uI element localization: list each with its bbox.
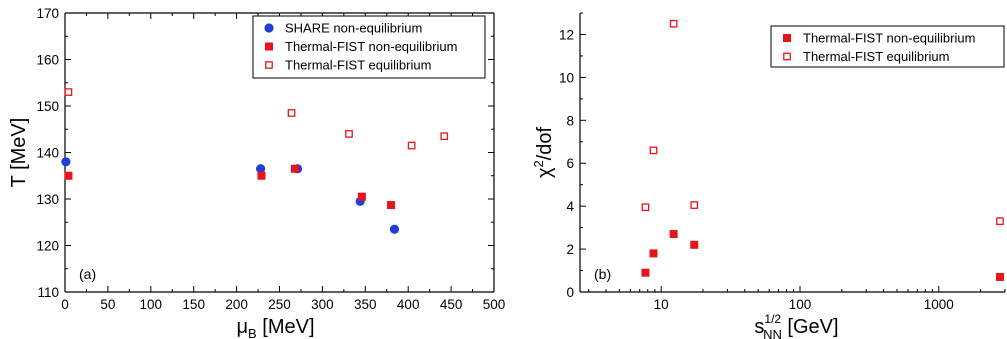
x-tick-label: 10 [654,297,669,312]
legend-marker [783,34,791,42]
y-axis-label: χ2/dof [531,127,556,179]
data-point [257,171,266,180]
data-point [64,88,73,96]
series-filled-square [641,230,1004,281]
y-tick-label: 6 [566,156,574,171]
x-tick-label: 50 [100,297,115,312]
x-axis-label: s1/2 NN [GeV] [754,312,838,339]
data-point [407,141,416,150]
data-point [440,132,449,141]
panel-label: (b) [594,266,611,282]
legend-entry: SHARE non-equilibrium [285,21,422,36]
x-tick-label: 450 [440,297,463,312]
x-tick-label: 1000 [924,297,954,312]
y-tick-label: 110 [37,285,59,300]
x-axis-label: μB [MeV] [237,316,315,339]
y-tick-label: 0 [566,285,574,300]
data-point [690,240,699,249]
series-open-square [64,88,449,150]
y-tick-label: 2 [566,242,574,257]
data-point [690,201,699,209]
y-tick-label: 140 [36,146,59,161]
legend-box [252,15,486,79]
legend-entry: Thermal-FIST equilibrium [803,49,949,64]
x-tick-label: 400 [397,297,420,312]
chart-panel-a: 110 120 130 140 150 160 170 0 50 100 150 200 250 300 3… [8,6,505,339]
y-tick-label: 160 [36,53,59,68]
x-tick-label: 200 [225,297,248,312]
y-tick-label: 12 [559,27,574,42]
data-point [256,164,266,174]
legend-entry: Thermal-FIST non-equilibrium [803,31,975,46]
data-point [64,171,73,180]
x-tick-label: 100 [789,297,812,312]
legend-marker [265,42,273,51]
data-point [669,230,678,239]
y-tick-label: 170 [36,6,59,21]
data-point [345,130,353,138]
data-point [61,157,71,167]
y-tick-label: 10 [559,70,574,85]
data-point [357,192,366,201]
x-tick-label: 500 [483,297,506,312]
legend: Thermal-FIST non-equilibrium Thermal-FIST… [770,25,1005,68]
x-tick-label: 300 [311,297,334,312]
series-filled-square [64,164,396,210]
data-point [641,203,650,212]
data-point [387,201,396,210]
chart-panel-b: 0 2 4 6 8 10 12 10 100 1000 χ2/dof s1/2 NN [GeV] (b) T… [531,12,1006,339]
x-tick-label: 250 [268,297,291,312]
series-open-square [641,19,1004,226]
y-axis-label: T [MeV] [8,118,30,188]
data-point [996,217,1004,226]
x-tick-label: 150 [182,297,205,312]
x-tick-label: 0 [61,297,69,312]
data-point [649,249,658,258]
data-point [290,164,299,173]
legend-marker [265,61,273,69]
x-tick-label: 350 [354,297,377,312]
panel-label: (a) [79,266,96,282]
legend: SHARE non-equilibrium Thermal-FIST non-eq… [252,15,486,79]
x-tick-label: 100 [140,297,163,312]
data-point [669,19,678,28]
data-point [649,146,658,155]
y-tick-label: 130 [36,192,59,207]
y-tick-label: 120 [36,239,59,254]
y-tick-label: 8 [566,113,574,128]
data-point [995,272,1004,281]
legend-box [770,25,1005,68]
y-tick-label: 4 [566,199,574,214]
legend-entry: Thermal-FIST equilibrium [285,58,431,73]
data-point [389,224,400,234]
y-tick-label: 150 [36,99,59,114]
legend-marker [264,23,274,33]
data-point [287,109,296,117]
legend-marker [783,52,791,61]
series-filled-circle [61,157,400,234]
legend-entry: Thermal-FIST non-equilibrium [285,39,457,54]
data-point [641,268,650,277]
